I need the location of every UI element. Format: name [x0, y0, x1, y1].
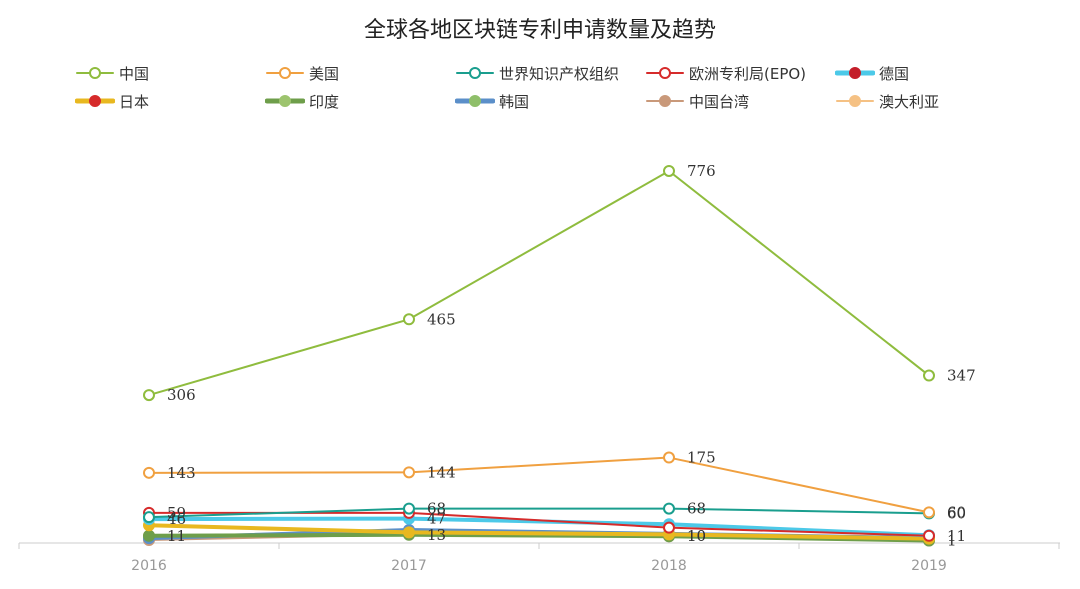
legend-item[interactable]: 世界知识产权组织: [455, 60, 619, 86]
series-2: [143, 451, 935, 519]
data-label: 47: [427, 510, 446, 528]
data-point[interactable]: [923, 369, 935, 382]
legend-label: 日本: [119, 92, 150, 111]
data-label: 59: [167, 504, 186, 522]
legend-item[interactable]: 德国: [835, 60, 909, 86]
legend-label: 韩国: [499, 92, 530, 111]
data-point[interactable]: [143, 511, 155, 524]
series-line: [148, 507, 930, 519]
data-point[interactable]: [403, 466, 415, 479]
legend-swatch-icon: [266, 67, 304, 79]
data-label: 175: [687, 449, 716, 467]
legend-item[interactable]: 澳大利亚: [835, 88, 939, 114]
legend-swatch-icon: [646, 95, 684, 107]
legend-item[interactable]: 日本: [75, 88, 149, 114]
data-label: 144: [427, 463, 456, 481]
legend-swatch-icon: [75, 95, 115, 107]
data-point[interactable]: [663, 502, 675, 515]
data-point[interactable]: [923, 506, 935, 519]
legend-label: 印度: [309, 92, 340, 111]
series-line: [148, 456, 930, 514]
legend-item[interactable]: 欧洲专利局(EPO): [645, 60, 806, 86]
series-line: [147, 523, 931, 541]
data-point[interactable]: [403, 526, 415, 539]
legend-swatch-icon: [265, 95, 305, 107]
legend-label: 德国: [879, 64, 910, 83]
data-label: 11: [167, 527, 186, 545]
data-point[interactable]: [663, 451, 675, 464]
legend-label: 美国: [309, 64, 340, 83]
legend-swatch-icon: [835, 67, 875, 79]
data-label: 60: [947, 504, 966, 522]
data-label: 465: [427, 310, 456, 328]
legend: 中国 美国 世界知识产权组织 欧洲专利局(EPO) 德国日本 印度 韩国 中国台湾 澳大利亚: [0, 60, 1080, 120]
legend-label: 中国: [119, 64, 150, 83]
data-point[interactable]: [143, 529, 155, 542]
data-point[interactable]: [923, 529, 935, 542]
x-tick-label: 2017: [391, 558, 427, 574]
legend-item[interactable]: 印度: [265, 88, 339, 114]
data-point[interactable]: [403, 313, 415, 326]
data-label: 68: [427, 500, 446, 518]
series-line: [148, 169, 930, 397]
x-tick-label: 2019: [911, 558, 947, 574]
data-label: 60: [947, 503, 966, 521]
legend-item[interactable]: 韩国: [455, 88, 529, 114]
legend-item[interactable]: 美国: [265, 60, 339, 86]
legend-label: 世界知识产权组织: [499, 64, 620, 83]
series-line: [147, 516, 931, 538]
data-point[interactable]: [143, 466, 155, 479]
data-label: 68: [687, 500, 706, 518]
data-label: 11: [947, 527, 966, 545]
data-label: 306: [167, 386, 196, 404]
data-point[interactable]: [403, 502, 415, 515]
data-point[interactable]: [663, 521, 675, 534]
legend-swatch-icon: [456, 67, 494, 79]
legend-item[interactable]: 中国台湾: [645, 88, 749, 114]
data-label: 13: [427, 526, 446, 544]
data-label: 10: [687, 527, 706, 545]
legend-label: 中国台湾: [689, 92, 750, 111]
legend-swatch-icon: [455, 95, 495, 107]
data-point[interactable]: [143, 389, 155, 402]
x-tick-label: 2018: [651, 558, 687, 574]
data-label: 347: [947, 367, 976, 385]
legend-swatch-icon: [76, 67, 114, 79]
series-1: [143, 164, 935, 402]
chart-title: 全球各地区块链专利申请数量及趋势: [363, 18, 716, 43]
legend-swatch-icon: [646, 67, 684, 79]
data-label: 776: [687, 162, 716, 180]
legend-label: 欧洲专利局(EPO): [689, 64, 807, 83]
data-label: 46: [167, 510, 186, 528]
data-point[interactable]: [663, 164, 675, 177]
data-label: 143: [167, 464, 196, 482]
legend-swatch-icon: [836, 95, 874, 107]
legend-item[interactable]: 中国: [75, 60, 149, 86]
legend-label: 澳大利亚: [879, 92, 940, 111]
data-label: 10: [687, 527, 706, 545]
data-label: 1: [947, 532, 957, 550]
x-tick-label: 2016: [131, 558, 167, 574]
